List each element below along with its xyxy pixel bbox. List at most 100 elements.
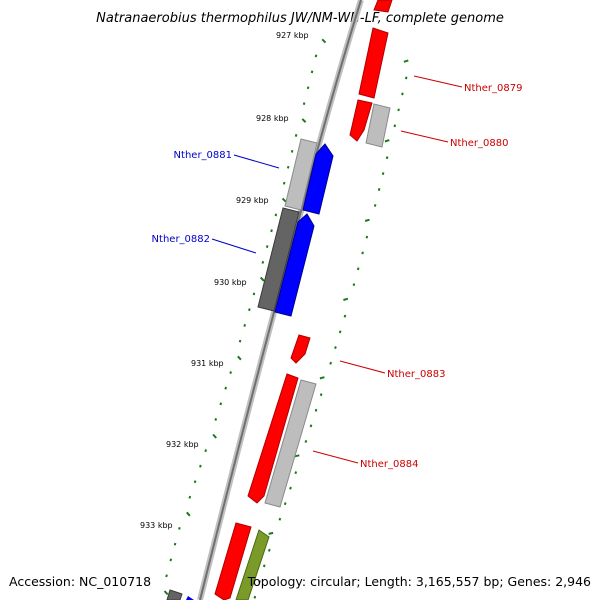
minor-tick bbox=[193, 480, 197, 484]
gene-feature-bottom-olive[interactable] bbox=[235, 529, 270, 600]
minor-tick bbox=[319, 393, 323, 397]
minor-tick bbox=[294, 134, 298, 137]
genome-summary-text: Topology: circular; Length: 3,165,557 bp… bbox=[247, 574, 591, 589]
minor-tick bbox=[219, 402, 223, 406]
gene-features bbox=[166, 0, 393, 600]
gene-label-nther-0879[interactable]: Nther_0879 bbox=[464, 83, 522, 94]
gene-feature-nther-0883[interactable] bbox=[290, 334, 311, 364]
gene-label-nther-0883[interactable]: Nther_0883 bbox=[387, 369, 445, 380]
minor-tick bbox=[314, 54, 318, 58]
minor-tick bbox=[356, 267, 360, 271]
minor-tick bbox=[381, 172, 385, 176]
gene-feature-nther-0882[interactable] bbox=[274, 213, 315, 317]
minor-tick bbox=[377, 188, 381, 191]
major-tick bbox=[321, 38, 327, 44]
minor-tick bbox=[290, 149, 294, 153]
minor-tick bbox=[243, 323, 246, 327]
minor-tick bbox=[338, 330, 342, 334]
major-tick bbox=[384, 139, 390, 143]
minor-tick bbox=[262, 564, 266, 568]
gene-feature-bottom-red[interactable] bbox=[214, 522, 252, 600]
gene-feature-nther-0881-rna[interactable] bbox=[284, 138, 318, 211]
tick-label-933: 933 kbp bbox=[140, 521, 173, 530]
minor-tick bbox=[329, 361, 332, 365]
map-title: Natranaerobius thermophilus JW/NM-WN-LF,… bbox=[96, 11, 504, 26]
minor-tick bbox=[278, 517, 282, 521]
minor-tick bbox=[373, 204, 377, 207]
minor-tick bbox=[248, 308, 251, 312]
minor-tick bbox=[397, 108, 400, 112]
tick-ring-outer bbox=[253, 59, 409, 599]
minor-tick bbox=[306, 86, 310, 90]
major-tick bbox=[319, 376, 325, 380]
minor-tick bbox=[178, 526, 181, 530]
major-tick bbox=[364, 218, 370, 222]
tick-ring-inner bbox=[163, 38, 327, 596]
major-tick bbox=[281, 197, 287, 203]
label-leader-lines bbox=[211, 75, 463, 464]
major-tick bbox=[268, 531, 274, 535]
minor-tick bbox=[224, 386, 228, 390]
tick-label-928: 928 kbp bbox=[256, 114, 289, 123]
minor-tick bbox=[309, 424, 313, 428]
minor-tick bbox=[334, 346, 337, 349]
tick-label-931: 931 kbp bbox=[191, 359, 224, 368]
minor-tick bbox=[302, 102, 306, 106]
tick-label-932: 932 kbp bbox=[166, 440, 199, 449]
major-tick bbox=[186, 511, 191, 517]
minor-tick bbox=[286, 165, 290, 169]
minor-tick bbox=[270, 229, 273, 233]
gene-feature-nther-0880-rna[interactable] bbox=[365, 103, 391, 148]
gene-feature-nther-0879[interactable] bbox=[358, 27, 389, 99]
minor-tick bbox=[304, 439, 308, 443]
gene-feature-nther-0881[interactable] bbox=[302, 143, 334, 215]
minor-tick bbox=[238, 339, 242, 343]
minor-tick bbox=[214, 418, 218, 421]
minor-tick bbox=[261, 260, 265, 264]
tick-label-927: 927 kbp bbox=[276, 31, 309, 40]
minor-tick bbox=[274, 213, 278, 217]
minor-tick bbox=[361, 251, 364, 255]
minor-tick bbox=[265, 245, 269, 248]
gene-label-nther-0882[interactable]: Nther_0882 bbox=[152, 234, 210, 245]
minor-tick bbox=[352, 283, 356, 287]
minor-tick bbox=[310, 70, 314, 74]
minor-tick bbox=[258, 580, 261, 583]
gene-label-nther-0884[interactable]: Nther_0884 bbox=[360, 459, 418, 470]
major-tick bbox=[294, 454, 300, 458]
minor-tick bbox=[283, 502, 287, 506]
gene-feature-nther-0880-red[interactable] bbox=[349, 99, 373, 142]
major-tick bbox=[301, 118, 307, 123]
major-tick bbox=[237, 355, 242, 361]
minor-tick bbox=[199, 464, 202, 468]
minor-tick bbox=[385, 156, 389, 160]
gene-feature-nther-0884-rna[interactable] bbox=[264, 379, 317, 508]
accession-text: Accession: NC_010718 bbox=[9, 574, 151, 589]
minor-tick bbox=[188, 495, 192, 499]
gene-feature-nther-0884[interactable] bbox=[247, 373, 299, 504]
minor-tick bbox=[252, 292, 256, 296]
gene-labels: Nther_0879 Nther_0880 Nther_0881 Nther_0… bbox=[152, 83, 523, 470]
gene-feature-nther-0882-dark[interactable] bbox=[257, 207, 300, 312]
minor-tick bbox=[314, 408, 318, 412]
gene-label-nther-0881[interactable]: Nther_0881 bbox=[174, 150, 232, 161]
minor-tick bbox=[169, 558, 173, 562]
tick-label-929: 929 kbp bbox=[236, 196, 269, 205]
major-tick bbox=[403, 59, 409, 63]
gene-feature-bottom-blue-fragment bbox=[186, 596, 194, 600]
minor-tick bbox=[289, 486, 292, 490]
minor-tick bbox=[173, 542, 177, 546]
minor-tick bbox=[282, 181, 286, 185]
minor-tick bbox=[393, 124, 397, 128]
tick-labels: 927 kbp 928 kbp 929 kbp 930 kbp 931 kbp … bbox=[140, 31, 309, 530]
gene-label-nther-0880[interactable]: Nther_0880 bbox=[450, 138, 508, 149]
gene-feature-top-fragment bbox=[373, 0, 393, 13]
minor-tick bbox=[365, 235, 369, 239]
minor-tick bbox=[267, 548, 271, 552]
minor-tick bbox=[343, 314, 347, 318]
minor-tick bbox=[401, 92, 404, 96]
minor-tick bbox=[294, 471, 298, 475]
major-tick bbox=[259, 276, 265, 282]
major-tick bbox=[343, 297, 349, 301]
